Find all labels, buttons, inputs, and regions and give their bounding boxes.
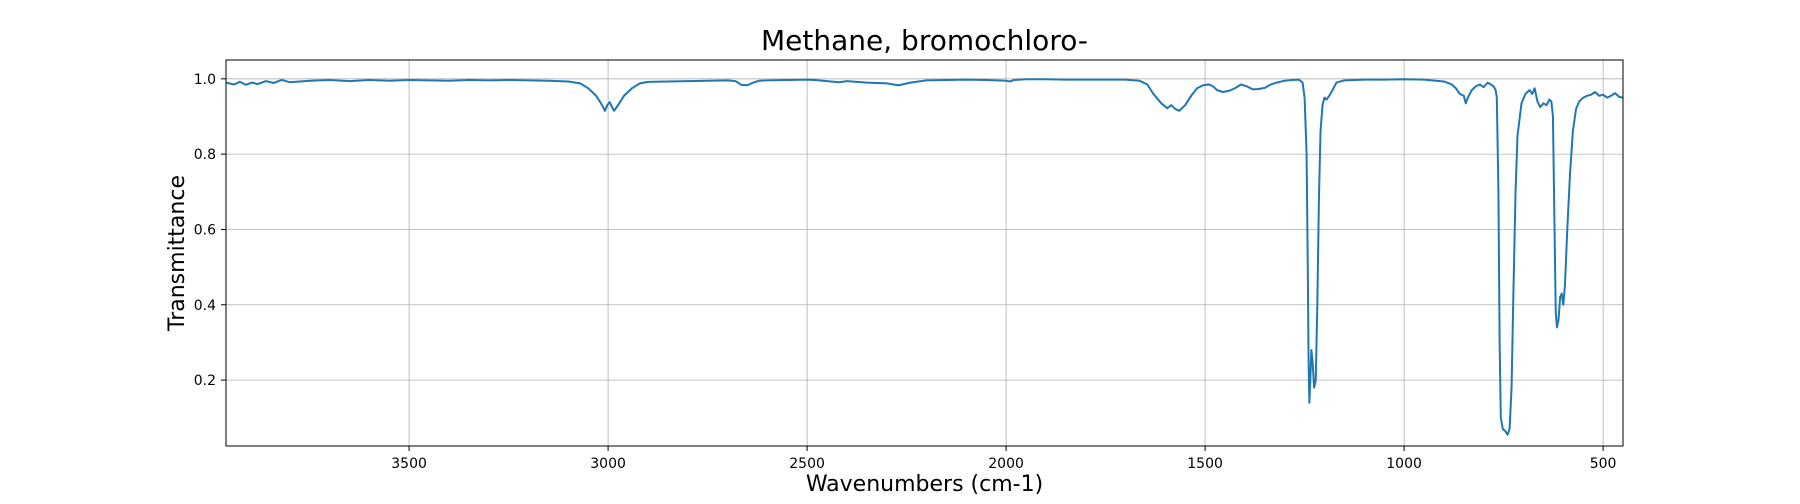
- x-tick-label: 500: [1590, 456, 1617, 472]
- y-tick-label: 0.4: [194, 298, 216, 314]
- x-axis-label: Wavenumbers (cm-1): [806, 472, 1043, 497]
- x-tick-label: 3500: [391, 456, 427, 472]
- y-tick-label: 0.8: [194, 147, 216, 163]
- y-tick-label: 1.0: [194, 72, 216, 88]
- y-tick-label: 0.6: [194, 222, 216, 238]
- y-tick-label: 0.2: [194, 373, 216, 389]
- x-tick-label: 3000: [590, 456, 626, 472]
- x-tick-label: 1000: [1386, 456, 1422, 472]
- plot-lines: [226, 78, 1623, 436]
- x-axis-ticks: 3500 3000 2500 2000 1500 1000 500: [391, 446, 1616, 472]
- x-tick-label: 2000: [988, 456, 1024, 472]
- y-axis-label: Transmittance: [165, 175, 190, 332]
- chart-title: Methane, bromochloro-: [761, 24, 1088, 57]
- x-tick-label: 1500: [1187, 456, 1223, 472]
- x-tick-label: 2500: [789, 456, 825, 472]
- y-axis-ticks: 0.2 0.4 0.6 0.8 1.0: [194, 72, 226, 389]
- spectrum-line: [226, 78, 1623, 436]
- plot-frame: [225, 59, 1624, 447]
